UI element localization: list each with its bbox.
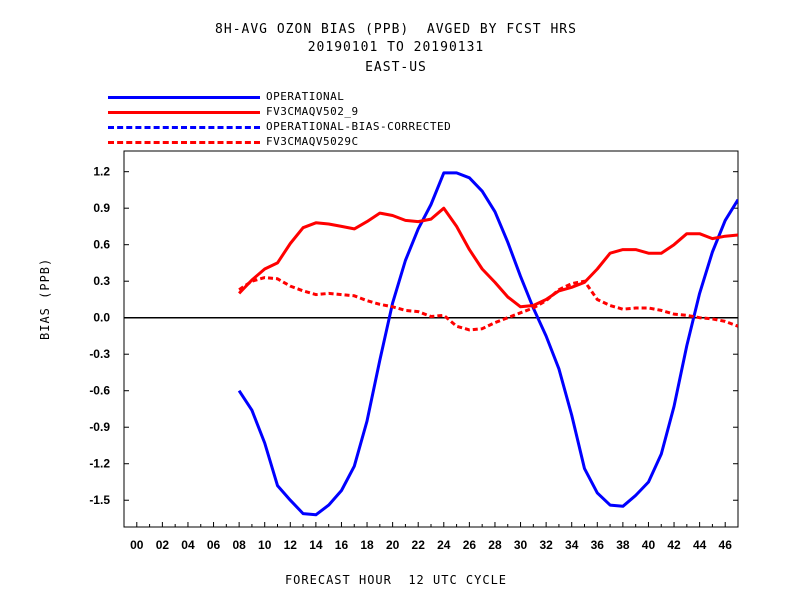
x-tick-label: 24 [437, 538, 451, 552]
x-tick-label: 18 [360, 538, 374, 552]
chart-title-line-1: 8H-AVG OZON BIAS (PPB) AVGED BY FCST HRS [215, 22, 577, 37]
x-tick-label: 00 [130, 538, 144, 552]
x-tick-label: 16 [335, 538, 349, 552]
x-tick-label: 14 [309, 538, 323, 552]
series-line-fv3cmaqv5029c [238, 276, 738, 332]
x-axis-label: FORECAST HOUR 12 UTC CYCLE [284, 573, 508, 587]
x-tick-label: 40 [642, 538, 656, 552]
y-tick-label: 0.3 [93, 274, 110, 288]
x-tick-label: 22 [412, 538, 426, 552]
legend-swatch [108, 96, 260, 99]
x-tick-label: 38 [616, 538, 630, 552]
y-tick-label: -0.9 [89, 420, 110, 434]
x-tick-label: 32 [539, 538, 553, 552]
y-tick-label: -1.2 [89, 457, 110, 471]
x-tick-label: 10 [258, 538, 272, 552]
x-tick-label: 02 [156, 538, 170, 552]
legend-swatch [108, 111, 260, 114]
x-tick-label: 44 [693, 538, 707, 552]
x-tick-label: 28 [488, 538, 502, 552]
legend-swatch [108, 141, 260, 144]
x-tick-label: 36 [591, 538, 605, 552]
x-tick-label: 26 [463, 538, 477, 552]
chart-title-line-3: EAST-US [365, 60, 427, 75]
x-tick-label: 08 [232, 538, 246, 552]
legend-label: OPERATIONAL [266, 90, 345, 103]
y-tick-label: 0.6 [93, 238, 110, 252]
series-line-operational [237, 171, 738, 517]
x-tick-label: 42 [667, 538, 681, 552]
y-axis-label: BIAS (PPB) [38, 257, 52, 340]
x-tick-label: 34 [565, 538, 579, 552]
x-tick-label: 12 [284, 538, 298, 552]
x-tick-label: 46 [719, 538, 733, 552]
y-tick-label: 0.9 [93, 201, 110, 215]
x-tick-label: 06 [207, 538, 221, 552]
y-tick-label: -0.6 [89, 384, 110, 398]
series-line-fv3cmaqv502-9 [238, 206, 738, 309]
y-tick-label: 1.2 [93, 165, 110, 179]
x-tick-label: 20 [386, 538, 400, 552]
y-tick-label: 0.0 [93, 311, 110, 325]
chart-title-line-2: 20190101 TO 20190131 [307, 40, 485, 55]
x-tick-label: 04 [181, 538, 195, 552]
legend-swatch [108, 126, 260, 129]
legend-label: FV3CMAQV5029C [266, 135, 359, 148]
legend-label: OPERATIONAL-BIAS-CORRECTED [266, 120, 452, 133]
legend-label: FV3CMAQV502_9 [266, 105, 359, 118]
y-tick-label: -0.3 [89, 347, 110, 361]
y-tick-label: -1.5 [89, 493, 110, 507]
x-tick-label: 30 [514, 538, 528, 552]
